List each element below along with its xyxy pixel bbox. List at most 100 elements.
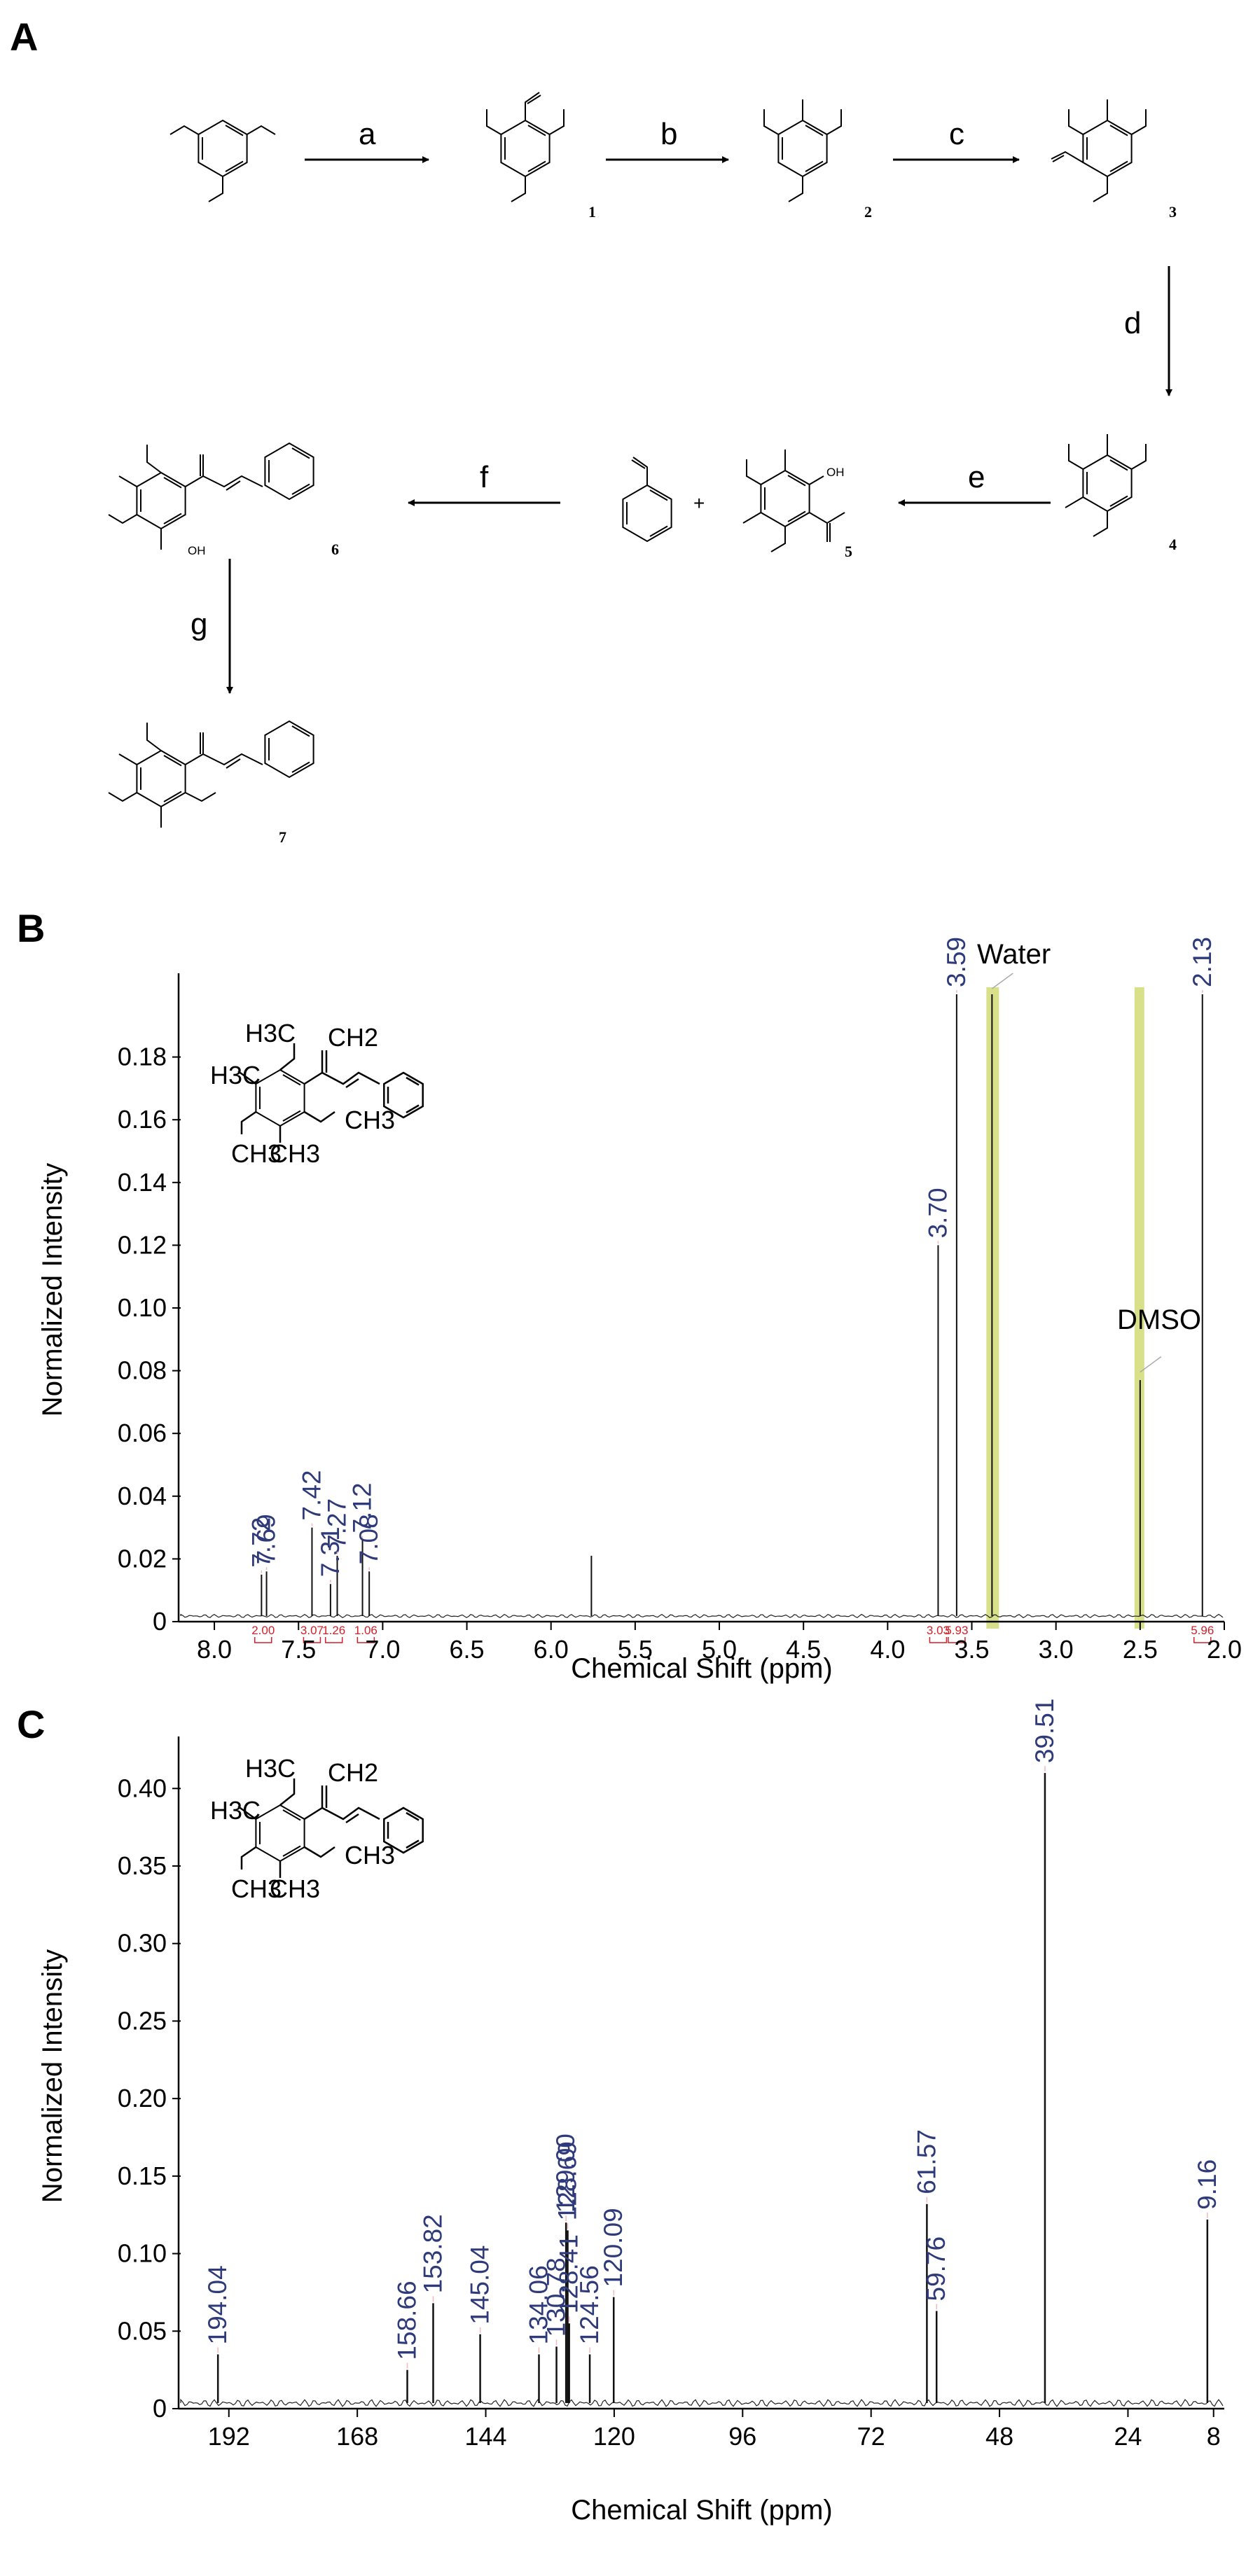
- c-y-tick-label: 0.05: [118, 2316, 167, 2345]
- structure-compound-5: [742, 450, 845, 552]
- b-peak-label: 3.70: [923, 1188, 952, 1238]
- structure-compound-7: [108, 723, 263, 828]
- b-y-tick-label: 0.12: [118, 1230, 167, 1259]
- c-peak-label: 124.56: [575, 2265, 604, 2344]
- panel-letter-a: A: [10, 15, 38, 59]
- b-x-tick-label: 6.0: [534, 1635, 569, 1664]
- c-h3c-left: H3C: [210, 1796, 261, 1825]
- b-peak-label: 7.12: [348, 1483, 377, 1533]
- b-x-tick-label: 6.5: [450, 1635, 485, 1664]
- b-annotation-leader: [1140, 1356, 1162, 1373]
- b-integration-label: 3.07: [300, 1624, 324, 1637]
- b-x-tick-label: 7.5: [281, 1635, 316, 1664]
- b-y-tick-label: 0: [153, 1607, 167, 1636]
- b-integration-bracket: [929, 1637, 948, 1643]
- plus-sign: +: [693, 492, 705, 514]
- b-x-axis-label: Chemical Shift (ppm): [571, 1653, 832, 1684]
- chart-b: 7.727.69 7.42 7.317.277.127.08 3.70 3.59 2.13…: [37, 937, 1242, 1684]
- b-x-tick-label: 5.0: [702, 1635, 737, 1664]
- c-ch3-bottom-left: CH3: [231, 1874, 282, 1903]
- c-peak-label: 153.82: [419, 2214, 448, 2293]
- b-y-tick-label: 0.14: [118, 1168, 167, 1197]
- b-y-tick-label: 0.02: [118, 1544, 167, 1573]
- c-peak-label: 129.00: [551, 2133, 580, 2213]
- b-peak-label: 7.08: [354, 1514, 383, 1564]
- b-y-tick-label: 0.04: [118, 1482, 167, 1510]
- c-x-tick-label: 168: [336, 2422, 378, 2451]
- c-ch3-right: CH3: [345, 1841, 395, 1870]
- compound-number-1: 1: [588, 203, 596, 221]
- b-h3c-top: H3C: [245, 1019, 296, 1047]
- annotation-water: Water: [977, 939, 1051, 970]
- c-x-tick-label: 72: [857, 2422, 885, 2451]
- structure-compound-4: [1065, 434, 1147, 537]
- b-y-tick-label: 0.16: [118, 1105, 167, 1134]
- c-x-tick-label: 144: [464, 2422, 506, 2451]
- b-x-tick-label: 3.0: [1039, 1635, 1074, 1664]
- b-integration-label: 5.93: [945, 1624, 968, 1637]
- b-integration-label: 2.00: [251, 1624, 275, 1637]
- c-peak-label: 194.04: [203, 2265, 232, 2344]
- compound-number-2: 2: [864, 203, 872, 221]
- b-y-axis-label: Normalized Intensity: [37, 1163, 68, 1416]
- compound-number-5: 5: [845, 543, 852, 560]
- c-y-tick-label: 0: [153, 2394, 167, 2423]
- c-y-tick-label: 0.15: [118, 2161, 167, 2190]
- compound-number-3: 3: [1169, 203, 1177, 221]
- step-label-b: b: [660, 117, 677, 151]
- b-integration-bracket: [356, 1637, 375, 1643]
- step-label-f: f: [480, 460, 489, 494]
- b-integration-bracket: [948, 1637, 966, 1643]
- b-ch3-bottom-left: CH3: [231, 1139, 282, 1168]
- b-peak-label: 7.27: [323, 1498, 352, 1549]
- b-peak-label: 7.42: [297, 1470, 326, 1521]
- c-h3c-top: H3C: [245, 1754, 296, 1783]
- c-peak-label: 59.76: [922, 2236, 950, 2302]
- compound-number-7: 7: [279, 828, 286, 846]
- annotation-dmso: DMSO: [1117, 1304, 1201, 1335]
- highlight-dmso: [1134, 987, 1144, 1629]
- b-integration-bracket: [1193, 1637, 1212, 1643]
- b-integration-bracket: [254, 1637, 272, 1643]
- c-y-tick-label: 0.40: [118, 1774, 167, 1802]
- compound-number-6: 6: [331, 541, 339, 558]
- c-peak-label: 145.04: [466, 2246, 494, 2325]
- structure-compound-2: [763, 99, 842, 202]
- step-label-e: e: [968, 460, 985, 494]
- panel-letter-b: B: [17, 906, 45, 950]
- structure-compound-7-phenyl: [264, 720, 314, 778]
- c-y-tick-label: 0.10: [118, 2239, 167, 2268]
- c-y-tick-label: 0.20: [118, 2084, 167, 2112]
- b-x-tick-label: 4.0: [870, 1635, 905, 1664]
- c-x-tick-label: 24: [1114, 2422, 1142, 2451]
- b-ch3-right: CH3: [345, 1106, 395, 1134]
- c-y-tick-label: 0.35: [118, 1851, 167, 1880]
- step-label-c: c: [949, 117, 964, 151]
- b-x-tick-label: 8.0: [197, 1635, 232, 1664]
- c-peak-label: 128.69: [553, 2141, 582, 2220]
- structure-compound-1: [486, 92, 565, 202]
- b-x-tick-label: 2.5: [1123, 1635, 1158, 1664]
- b-x-tick-label: 5.5: [618, 1635, 653, 1664]
- b-peak-label: 3.59: [942, 937, 971, 987]
- c-peak-label: 130.78: [542, 2257, 571, 2337]
- b-y-tick-label: 0.08: [118, 1356, 167, 1385]
- b-x-tick-label: 2.0: [1207, 1635, 1242, 1664]
- oh-label-6: OH: [188, 544, 206, 557]
- c-x-tick-label: 8: [1207, 2422, 1221, 2451]
- b-integration-label: 1.06: [354, 1624, 378, 1637]
- c-peak-label: 61.57: [912, 2129, 941, 2194]
- b-ch3-bottom: CH3: [270, 1139, 320, 1168]
- b-y-tick-label: 0.10: [118, 1293, 167, 1322]
- c-peak-label: 9.16: [1193, 2159, 1221, 2210]
- b-peak-label: 2.13: [1188, 937, 1217, 987]
- b-peak-label: 7.69: [252, 1514, 281, 1564]
- b-integration-bracket: [303, 1637, 321, 1643]
- b-integration-label: 3.03: [927, 1624, 950, 1637]
- b-peak-label: 7.31: [316, 1526, 345, 1577]
- b-y-tick-label: 0.18: [118, 1043, 167, 1071]
- b-x-tick-label: 3.5: [954, 1635, 989, 1664]
- c-x-tick-label: 96: [728, 2422, 756, 2451]
- compound-number-4: 4: [1169, 536, 1177, 553]
